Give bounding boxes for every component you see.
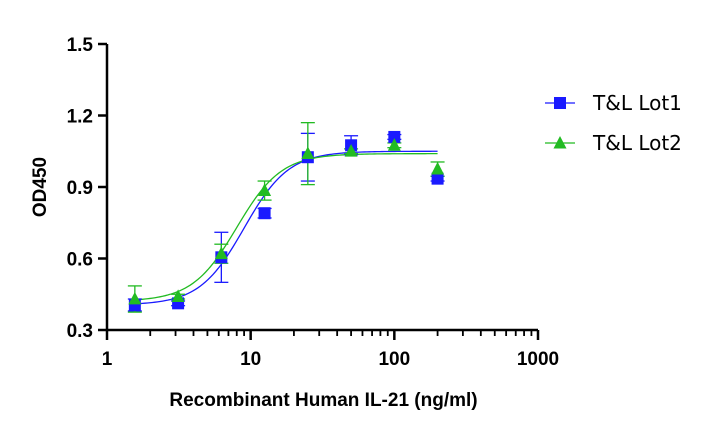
axes: 0.3 0.6 0.9 1.2 1.5 1 10 100 1000	[67, 35, 560, 370]
data-point-triangle	[431, 161, 445, 175]
legend-label-series-1: T&L Lot1	[592, 91, 682, 115]
data-point-triangle	[344, 144, 358, 157]
data-point-square	[388, 130, 401, 143]
y-tick-label: 0.3	[67, 321, 93, 342]
x-tick-label: 1000	[517, 349, 559, 370]
data-points	[128, 130, 445, 311]
axis-labels: Recombinant Human IL-21 (ng/ml) OD450	[30, 157, 478, 411]
legend-marker-triangle	[553, 136, 567, 149]
data-point-square	[258, 207, 271, 220]
legend-marker-square	[554, 97, 566, 109]
data-point-triangle	[258, 183, 272, 196]
y-tick-label: 0.9	[67, 178, 93, 199]
fit-curve-series-1	[134, 150, 438, 305]
data-point-triangle	[214, 246, 228, 260]
y-tick-label: 0.6	[67, 250, 93, 271]
fit-curve-series-2	[134, 153, 438, 301]
data-point-triangle	[128, 291, 142, 305]
x-axis-title: Recombinant Human IL-21 (ng/ml)	[169, 390, 477, 411]
legend: T&L Lot1 T&L Lot2	[545, 91, 682, 155]
data-point-triangle	[171, 289, 185, 303]
data-point-triangle	[387, 138, 401, 151]
y-tick-label: 1.5	[67, 35, 94, 56]
x-tick-label: 1	[102, 349, 113, 370]
x-tick-label: 10	[240, 349, 261, 370]
y-tick-label: 1.2	[67, 107, 93, 128]
data-point-square	[431, 172, 444, 185]
x-tick-label: 100	[378, 349, 410, 370]
legend-label-series-2: T&L Lot2	[592, 131, 682, 155]
y-axis-title: OD450	[30, 157, 51, 217]
fit-curves	[134, 150, 438, 305]
data-point-triangle	[301, 146, 315, 160]
